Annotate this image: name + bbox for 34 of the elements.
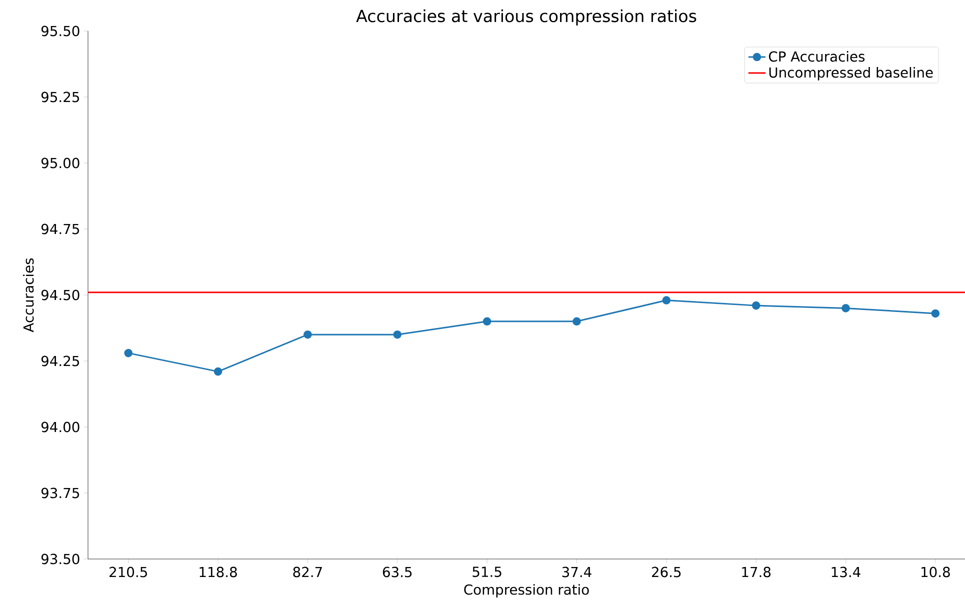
y-tick-label: 95.25 [41,92,80,102]
y-axis-title: Accuracies [23,258,34,332]
y-tick-label: 93.50 [41,554,80,564]
x-tick-label: 37.4 [562,566,592,578]
x-tick-label: 10.8 [922,566,950,578]
point [931,309,940,318]
legend-label: Uncompressed baseline [769,67,933,80]
x-axis-title: Compression ratio [464,584,589,598]
point [572,317,581,326]
point [752,301,760,310]
point [214,367,222,376]
x-tick-label: 82.7 [293,566,322,578]
point [393,330,402,339]
point [662,296,671,304]
y-tick-label: 93.75 [41,488,80,498]
x-tick-label: 17.8 [742,566,771,578]
y-tick-label: 94.25 [41,356,80,366]
y-tick-label: 95.50 [41,26,80,36]
x-tick-label: 210.5 [110,566,147,578]
point [842,304,850,312]
x-tick-label: 13.4 [832,566,860,578]
y-tick-label: 94.75 [41,224,80,234]
y-tick-label: 94.00 [41,422,80,432]
y-tick-label: 94.50 [41,290,80,300]
x-tick-label: 118.8 [200,566,237,578]
point [124,348,133,358]
legend-label: CP Accuracies [768,51,865,62]
x-tick-label: 26.5 [652,566,681,578]
chart-title: Accuracies at various compression ratios [356,9,696,26]
point [482,317,492,326]
x-tick-label: 51.5 [472,566,502,578]
point [304,330,312,339]
x-tick-label: 63.5 [382,566,412,578]
y-tick-label: 95.00 [41,158,80,168]
